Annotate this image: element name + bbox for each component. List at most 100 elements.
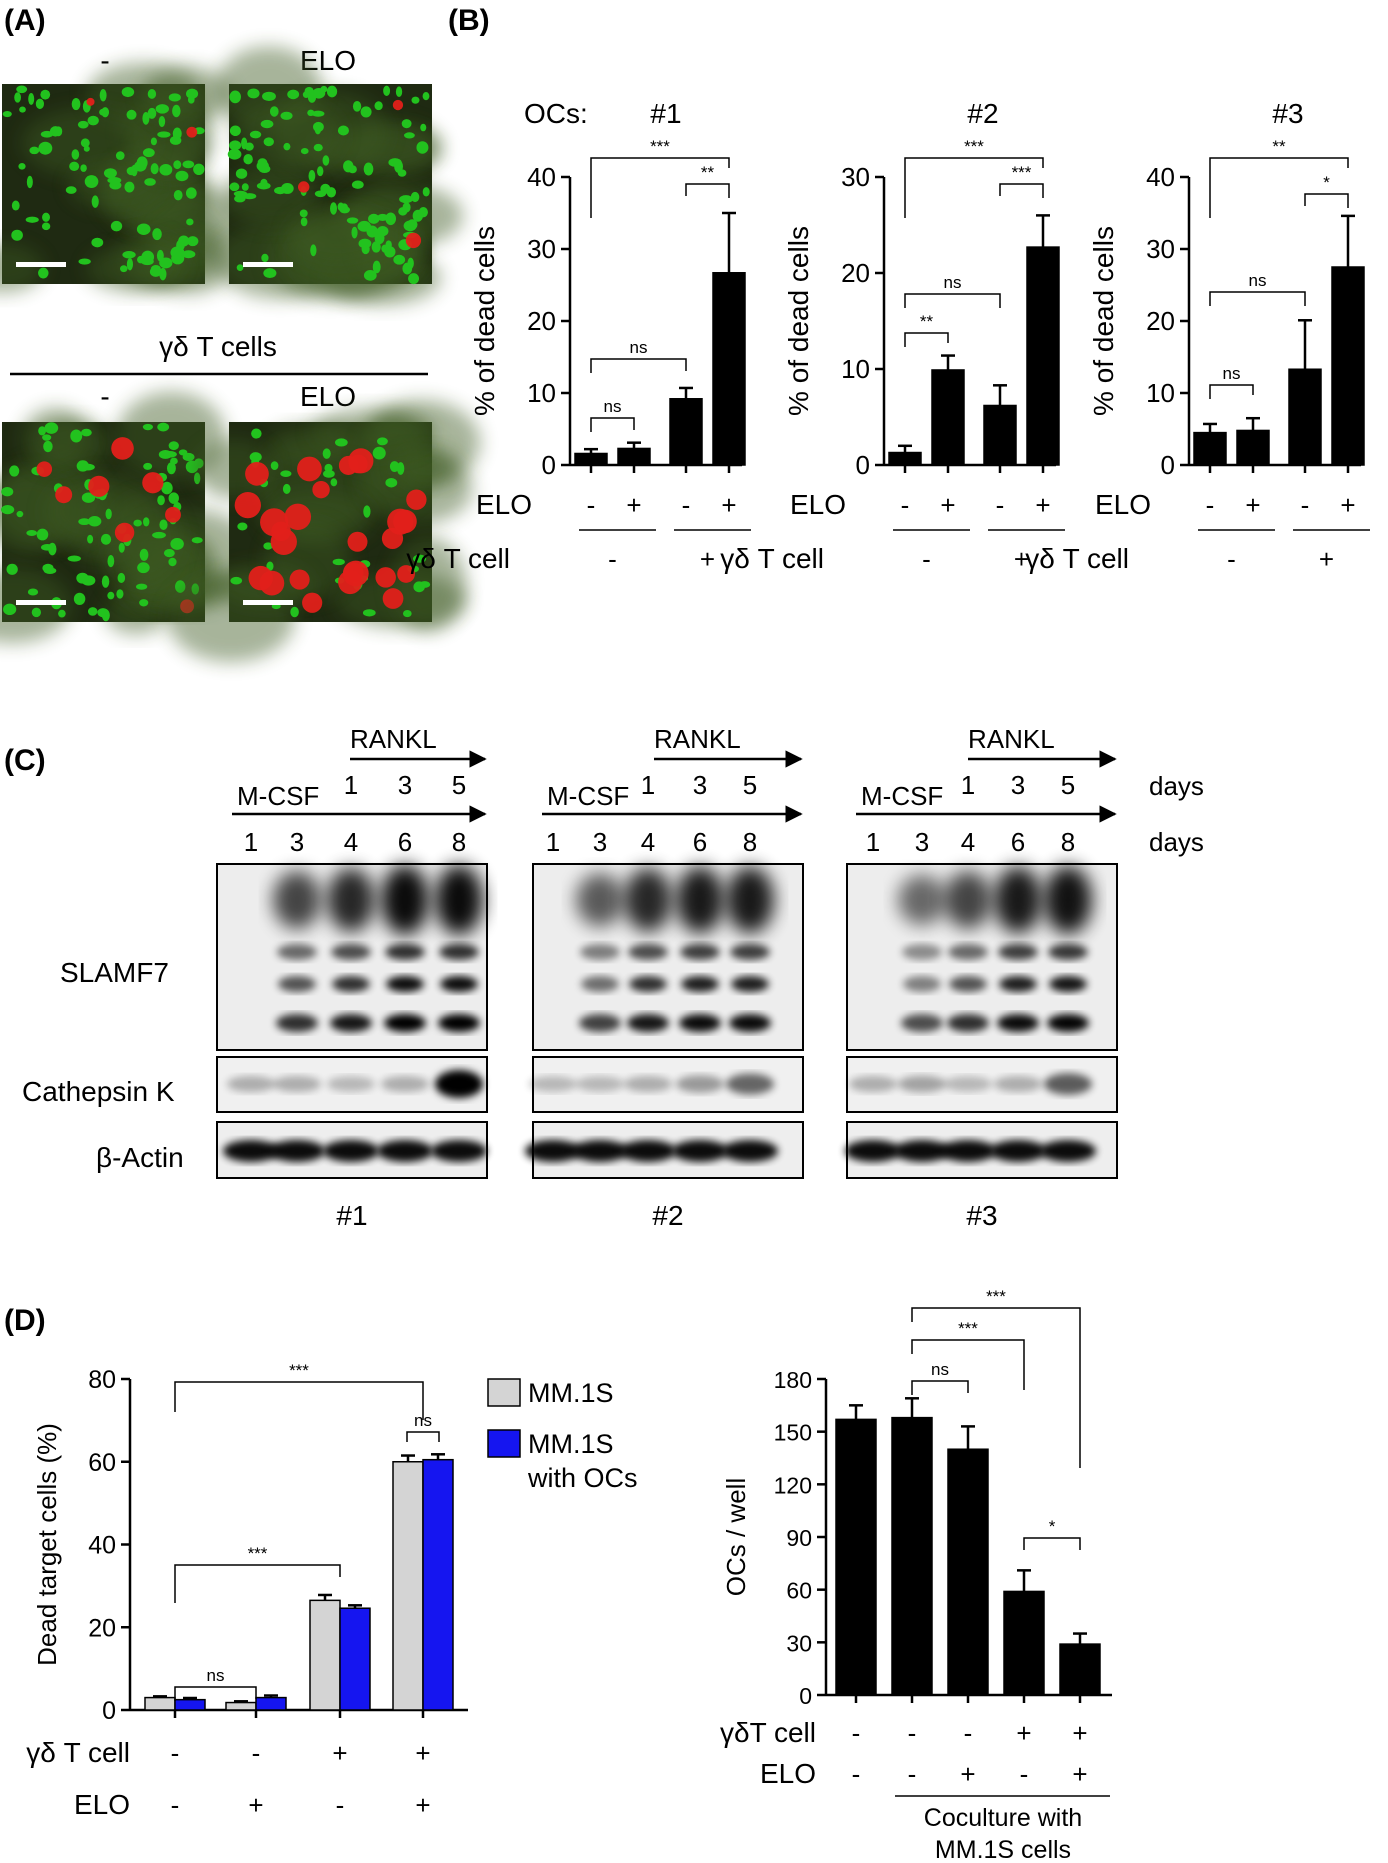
y-tick-label: 10 bbox=[527, 378, 556, 408]
live-cell-green bbox=[320, 85, 328, 93]
live-cell-green bbox=[282, 483, 291, 495]
live-cell-green bbox=[404, 132, 415, 139]
live-cell-green bbox=[11, 229, 23, 241]
live-cell-green bbox=[372, 260, 381, 274]
significance-label: ns bbox=[630, 338, 648, 357]
scale-bar bbox=[243, 262, 293, 267]
mcsf-day: 1 bbox=[866, 827, 880, 857]
significance-bracket bbox=[904, 293, 1001, 308]
band-slamf7-mid bbox=[439, 944, 479, 960]
live-cell-green bbox=[71, 149, 80, 160]
a-label-control-top: - bbox=[100, 45, 109, 76]
live-cell-green bbox=[78, 258, 91, 265]
d2-elo-sign: - bbox=[1020, 1759, 1029, 1789]
live-cell-green bbox=[110, 220, 123, 232]
live-cell-green bbox=[330, 478, 338, 487]
rankl-label: RANKL bbox=[654, 724, 741, 754]
live-cell-green bbox=[117, 572, 126, 584]
y-tick-label: 60 bbox=[786, 1578, 812, 1604]
mcsf-day: 8 bbox=[743, 827, 757, 857]
live-cell-green bbox=[143, 517, 150, 527]
live-cell-green bbox=[227, 148, 242, 160]
live-cell-green bbox=[263, 268, 277, 279]
band-slamf7-mid bbox=[948, 944, 988, 960]
micrograph-gdt-elo bbox=[167, 399, 481, 663]
live-cell-green bbox=[168, 557, 177, 567]
western-blot: RANKL M-CSF 1 3 5 1 3 4 6 8 #1 RANKL M-CSF 1 3 5 1 3 4 6 8 #2… bbox=[216, 724, 1118, 1231]
live-cell-green bbox=[103, 168, 117, 179]
donor-label: #2 bbox=[652, 1200, 683, 1231]
d2-elo-sign: - bbox=[908, 1759, 917, 1789]
band-cathepsin bbox=[849, 1075, 897, 1093]
band-slamf7-low bbox=[579, 1014, 621, 1032]
y-tick-label: 10 bbox=[841, 354, 870, 384]
band-slamf7-high bbox=[898, 874, 946, 926]
c-days-label-mcsf: days bbox=[1149, 827, 1204, 857]
live-cell-green bbox=[87, 115, 99, 126]
mcsf-label: M-CSF bbox=[237, 781, 319, 811]
live-cell-green bbox=[241, 183, 249, 191]
live-cell-green bbox=[122, 251, 136, 259]
micrograph-texture bbox=[107, 495, 182, 585]
y-tick-label: 20 bbox=[841, 258, 870, 288]
live-cell-green bbox=[256, 160, 269, 172]
band-actin bbox=[620, 1140, 676, 1162]
live-cell-green bbox=[115, 151, 125, 160]
live-cell-green bbox=[43, 440, 53, 453]
mcsf-day: 4 bbox=[641, 827, 655, 857]
d-chart-dead-target: 0 20 40 60 80 Dead target cells (%) ns *** *** ns… bbox=[26, 1361, 637, 1820]
bar bbox=[669, 398, 703, 466]
live-cell-green bbox=[150, 137, 157, 146]
live-cell-green bbox=[186, 88, 199, 99]
bar bbox=[617, 447, 651, 466]
micrograph-texture bbox=[234, 100, 344, 170]
live-cell-green bbox=[14, 92, 21, 103]
live-cell-green bbox=[170, 538, 184, 550]
live-cell-green bbox=[185, 187, 197, 199]
live-cell-green bbox=[363, 505, 371, 518]
mcsf-day: 3 bbox=[915, 827, 929, 857]
significance-bracket bbox=[1209, 157, 1349, 218]
live-cell-green bbox=[182, 452, 195, 462]
live-cell-green bbox=[399, 195, 413, 204]
live-cell-green bbox=[107, 177, 122, 184]
dead-cell-red bbox=[348, 448, 374, 474]
band-actin bbox=[990, 1140, 1046, 1162]
live-cell-green bbox=[260, 119, 274, 129]
significance-label: *** bbox=[986, 1287, 1006, 1306]
significance-bracket bbox=[1023, 1537, 1081, 1550]
live-cell-green bbox=[38, 141, 53, 155]
b-row-elo-label: ELO bbox=[790, 489, 846, 520]
bar bbox=[574, 452, 608, 466]
y-tick-label: 80 bbox=[88, 1366, 116, 1394]
live-cell-green bbox=[358, 238, 372, 249]
band-slamf7-low bbox=[330, 1014, 372, 1032]
y-tick-label: 0 bbox=[1161, 450, 1175, 480]
significance-label: ns bbox=[1223, 364, 1241, 383]
legend-label-mm1s: MM.1S bbox=[528, 1378, 614, 1408]
live-cell-green bbox=[40, 89, 51, 100]
live-cell-green bbox=[155, 104, 169, 114]
live-cell-green bbox=[411, 96, 420, 104]
bar bbox=[225, 1701, 257, 1711]
live-cell-green bbox=[2, 110, 12, 118]
bar bbox=[174, 1698, 206, 1711]
significance-label: *** bbox=[650, 137, 670, 156]
live-cell-green bbox=[71, 97, 81, 111]
live-cell-green bbox=[91, 237, 104, 248]
bar bbox=[144, 1696, 176, 1711]
live-cell-green bbox=[351, 180, 364, 189]
d2-coculture-label-2: MM.1S cells bbox=[935, 1836, 1071, 1863]
live-cell-green bbox=[107, 554, 115, 568]
live-cell-green bbox=[281, 182, 294, 194]
live-cell-green bbox=[173, 189, 183, 201]
significance-bracket bbox=[999, 183, 1044, 198]
panel-a-letter: (A) bbox=[4, 4, 46, 37]
live-cell-green bbox=[299, 209, 308, 218]
band-slamf7-high bbox=[435, 865, 483, 935]
dead-cell-red bbox=[393, 509, 417, 534]
d2-gd-sign: + bbox=[1072, 1718, 1087, 1748]
band-slamf7-low bbox=[438, 1014, 480, 1032]
live-cell-green bbox=[372, 446, 386, 460]
live-cell-green bbox=[139, 599, 149, 607]
